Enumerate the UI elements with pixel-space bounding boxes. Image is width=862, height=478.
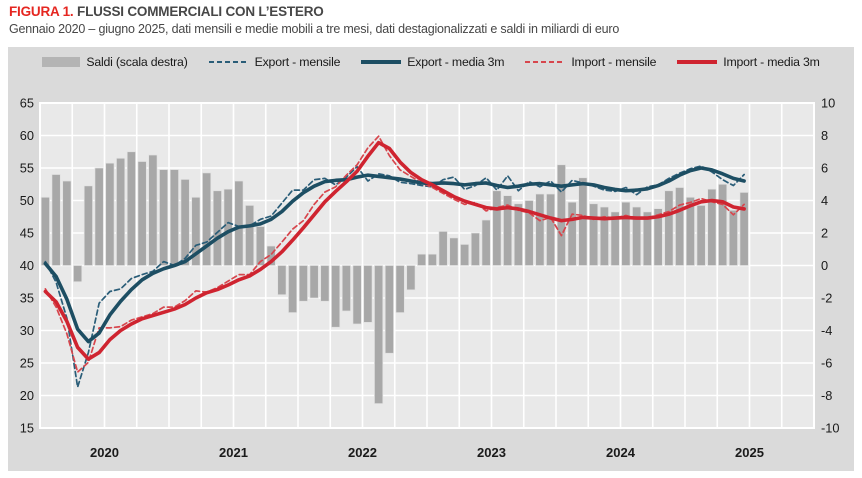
figure-number: FIGURA 1. (9, 4, 74, 19)
svg-text:25: 25 (20, 356, 34, 371)
svg-text:-8: -8 (821, 388, 832, 403)
svg-text:2025: 2025 (735, 445, 764, 460)
legend-item-saldi: Saldi (scala destra) (42, 55, 188, 69)
svg-text:55: 55 (20, 161, 34, 176)
legend-item-export-3m: Export - media 3m (361, 55, 505, 69)
series-export-media-3m (43, 166, 746, 344)
export-3m-line-icon (361, 60, 402, 64)
legend-label-saldi: Saldi (scala destra) (86, 55, 188, 69)
chart-canvas: 65605550454035302520151086420-2-4-6-8-10… (20, 96, 840, 461)
svg-text:4: 4 (821, 193, 828, 208)
svg-text:-2: -2 (821, 291, 832, 306)
svg-text:0: 0 (821, 258, 828, 273)
svg-text:15: 15 (20, 421, 34, 436)
svg-text:35: 35 (20, 291, 34, 306)
svg-text:30: 30 (20, 323, 34, 338)
svg-text:6: 6 (821, 161, 828, 176)
svg-text:-10: -10 (821, 421, 840, 436)
page-title: FLUSSI COMMERCIALI CON L’ESTERO (77, 4, 324, 19)
svg-text:20: 20 (20, 388, 34, 403)
legend-item-import-mensile: Import - mensile (525, 55, 656, 69)
svg-text:2021: 2021 (219, 445, 248, 460)
figure-title-line: FIGURA 1. FLUSSI COMMERCIALI CON L’ESTER… (9, 4, 855, 19)
saldi-swatch-icon (42, 57, 81, 67)
svg-text:65: 65 (20, 96, 34, 111)
chart-legend: Saldi (scala destra) Export - mensile Ex… (8, 55, 854, 69)
legend-label-import-mensile: Import - mensile (571, 55, 657, 69)
svg-text:45: 45 (20, 226, 34, 241)
export-mensile-dash-icon (208, 61, 249, 63)
figure-subtitle: Gennaio 2020 – giugno 2025, dati mensili… (9, 22, 620, 36)
figure-header: FIGURA 1. FLUSSI COMMERCIALI CON L’ESTER… (9, 4, 855, 36)
legend-label-import-3m: Import - media 3m (723, 55, 820, 69)
svg-text:2: 2 (821, 226, 828, 241)
x-axis-year-labels: 2020 2021 2022 2023 2024 2025 (90, 445, 764, 460)
svg-text:2023: 2023 (477, 445, 506, 460)
legend-label-export-3m: Export - media 3m (407, 55, 505, 69)
series-import-media-3m (43, 140, 746, 361)
svg-text:2024: 2024 (606, 445, 636, 460)
saldi-bars (40, 151, 749, 404)
svg-text:-6: -6 (821, 356, 832, 371)
svg-text:40: 40 (20, 258, 34, 273)
legend-item-import-3m: Import - media 3m (677, 55, 820, 69)
chart-panel: Saldi (scala destra) Export - mensile Ex… (8, 47, 854, 471)
legend-item-export-mensile: Export - mensile (208, 55, 341, 69)
svg-text:-4: -4 (821, 323, 832, 338)
left-axis-ticks: 65 60 55 50 45 40 35 30 25 20 15 (20, 96, 34, 436)
right-axis-ticks: 10 8 6 4 2 0 -2 -4 -6 -8 -10 (821, 96, 840, 436)
svg-text:2022: 2022 (348, 445, 377, 460)
import-mensile-dash-icon (525, 61, 566, 63)
svg-text:10: 10 (821, 96, 835, 111)
svg-text:60: 60 (20, 128, 34, 143)
svg-text:50: 50 (20, 193, 34, 208)
import-3m-line-icon (677, 60, 718, 64)
svg-text:2020: 2020 (90, 445, 119, 460)
svg-text:8: 8 (821, 128, 828, 143)
legend-label-export-mensile: Export - mensile (254, 55, 341, 69)
